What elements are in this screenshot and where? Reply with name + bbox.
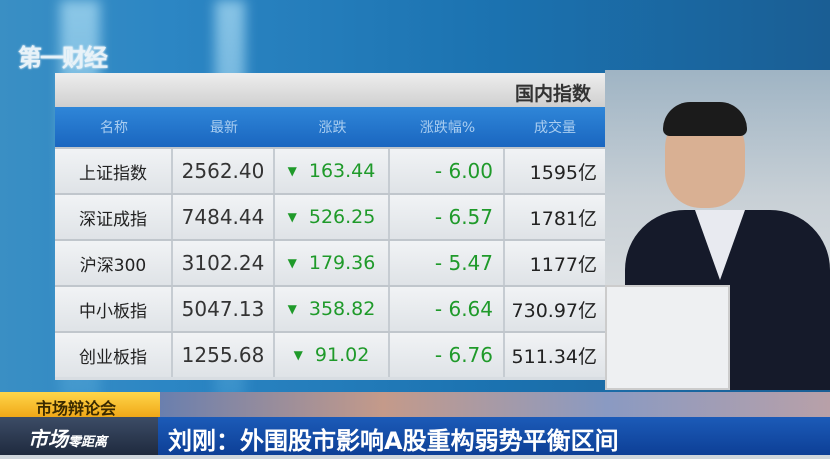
index-name: 中小板指 (55, 287, 173, 331)
panel-title: 国内指数 (514, 83, 591, 105)
headline: 刘刚：外围股市影响A股重构弱势平衡区间 (168, 427, 619, 455)
bottom-edge (0, 455, 830, 459)
studio-camera-view (605, 70, 830, 390)
change-percent: - 5.47 (390, 241, 505, 285)
change-cell: ▼ 91.02 (275, 333, 390, 377)
desk-monitor (605, 285, 730, 390)
index-name: 创业板指 (55, 333, 173, 377)
table-row: 创业板指 1255.68 ▼ 91.02 - 6.76 511.34亿 (55, 331, 605, 377)
table-header: 名称 最新 涨跌 涨跌幅% 成交量 (55, 107, 605, 147)
change-cell: ▼ 163.44 (275, 149, 390, 193)
change-percent: - 6.76 (390, 333, 505, 377)
index-name: 沪深300 (55, 241, 173, 285)
last-price: 5047.13 (173, 287, 275, 331)
change-value: 526.25 (308, 206, 376, 228)
column-header: 涨跌 (318, 120, 347, 136)
change-cell: ▼ 526.25 (275, 195, 390, 239)
change-value: 358.82 (308, 298, 376, 320)
index-table-panel: 国内指数 名称 最新 涨跌 涨跌幅% 成交量 上证指数 2562.40 ▼ 163… (55, 73, 605, 380)
volume: 730.97亿 (511, 299, 597, 322)
triangle-down-icon: ▼ (287, 302, 297, 316)
volume: 1595亿 (529, 161, 597, 184)
last-price: 1255.68 (173, 333, 275, 377)
last-price: 2562.40 (173, 149, 275, 193)
change-value: 179.36 (308, 252, 376, 274)
index-name: 上证指数 (55, 149, 173, 193)
volume: 511.34亿 (511, 345, 597, 368)
index-name: 深证成指 (55, 195, 173, 239)
change-percent: - 6.64 (390, 287, 505, 331)
column-header: 成交量 (534, 120, 576, 136)
table-row: 深证成指 7484.44 ▼ 526.25 - 6.57 1781亿 (55, 193, 605, 239)
segment-tag: 市场辩论会 (0, 392, 160, 418)
program-logo: 市场零距离 (0, 417, 158, 455)
last-price: 3102.24 (173, 241, 275, 285)
triangle-down-icon: ▼ (287, 164, 297, 178)
triangle-down-icon: ▼ (287, 210, 297, 224)
triangle-down-icon: ▼ (287, 256, 297, 270)
column-header: 涨跌幅% (419, 120, 476, 136)
change-cell: ▼ 179.36 (275, 241, 390, 285)
table-row: 上证指数 2562.40 ▼ 163.44 - 6.00 1595亿 (55, 147, 605, 193)
change-value: 91.02 (314, 344, 370, 366)
volume: 1177亿 (529, 253, 597, 276)
change-cell: ▼ 358.82 (275, 287, 390, 331)
triangle-down-icon: ▼ (293, 348, 303, 362)
guest-hair (663, 102, 747, 136)
program-subname: 零距离 (68, 435, 108, 450)
channel-logo: 第一财经 (18, 44, 108, 72)
program-name: 市场 (28, 427, 68, 451)
change-value: 163.44 (308, 160, 376, 182)
panel-title-bar: 国内指数 (55, 73, 605, 107)
change-percent: - 6.57 (390, 195, 505, 239)
column-header: 名称 (100, 120, 128, 136)
change-percent: - 6.00 (390, 149, 505, 193)
column-header: 最新 (210, 120, 238, 136)
last-price: 7484.44 (173, 195, 275, 239)
decorative-strip (160, 392, 830, 417)
table-row: 沪深300 3102.24 ▼ 179.36 - 5.47 1177亿 (55, 239, 605, 285)
volume: 1781亿 (529, 207, 597, 230)
table-row: 中小板指 5047.13 ▼ 358.82 - 6.64 730.97亿 (55, 285, 605, 331)
